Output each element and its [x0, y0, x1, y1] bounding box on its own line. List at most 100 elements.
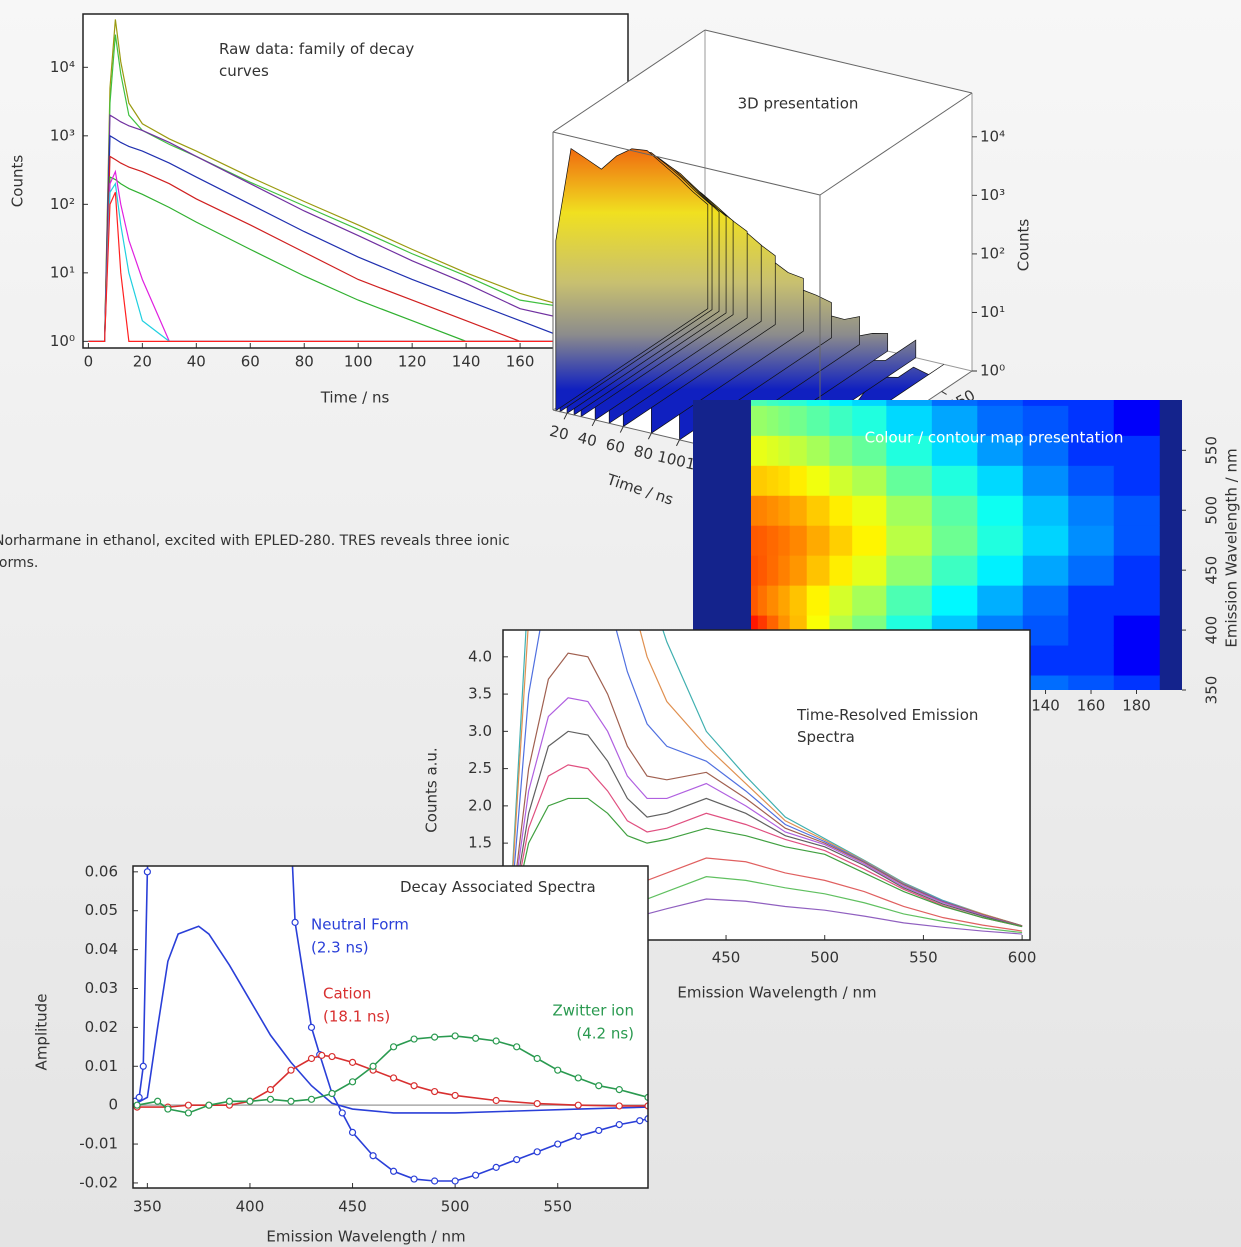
y-tick-label: 0.02	[85, 1018, 118, 1036]
y-tick-label: 10¹	[50, 263, 75, 281]
x-tick-label: 0	[84, 353, 94, 371]
heat-cell	[931, 435, 978, 466]
heat-cell	[757, 465, 768, 496]
heat-cell	[977, 465, 1024, 496]
heat-cell	[977, 555, 1024, 586]
heat-cell	[886, 555, 933, 586]
box-edge	[704, 29, 973, 94]
chart-title-box: Raw data: family of decay curves	[219, 40, 414, 80]
x-tick-label: 120	[398, 353, 427, 371]
heat-cell	[829, 555, 853, 586]
heat-cell	[886, 525, 933, 556]
data-point	[133, 1101, 141, 1109]
heat-cell	[1068, 435, 1115, 466]
heat-cell	[931, 465, 978, 496]
data-point	[287, 1066, 295, 1074]
data-point	[554, 1066, 562, 1074]
series-line	[508, 730, 1023, 933]
x-tick	[591, 419, 596, 427]
heat-cell	[1068, 585, 1115, 616]
data-point	[369, 1062, 377, 1070]
heat-cell	[1022, 405, 1069, 436]
data-point	[533, 1148, 541, 1156]
z-tick-label: 10⁰	[980, 362, 1005, 380]
data-point	[492, 1096, 500, 1105]
heat-cell	[789, 400, 808, 406]
data-point	[225, 1097, 234, 1105]
y-tick-label: 2.0	[468, 796, 492, 814]
series-lifetime: (4.2 ns)	[576, 1025, 634, 1043]
heat-cell	[789, 405, 808, 436]
heat-cell	[766, 495, 779, 526]
heat-cell	[778, 555, 791, 586]
heat-cell	[778, 435, 791, 466]
data-point	[148, 752, 154, 758]
line-chart: 350 400 450 500 550 -0.02 -0.01 0 0.01 0.02 0.03 0.…	[33, 752, 649, 1246]
x-tick-label: 600	[1008, 949, 1037, 967]
heat-cell	[1068, 675, 1115, 690]
heat-cell	[931, 525, 978, 556]
y-tick-label: 3.5	[468, 685, 492, 703]
series-label: Cation	[323, 985, 371, 1003]
heat-cell	[750, 585, 759, 616]
y-axis-label: Counts a.u.	[423, 747, 441, 832]
heat-cell	[750, 495, 759, 526]
x-tick-label: 80	[295, 353, 314, 371]
heat-cell	[1022, 495, 1069, 526]
heat-cell	[757, 400, 768, 406]
heat-cell	[931, 585, 978, 616]
z-tick-label: 10²	[980, 244, 1005, 262]
data-point	[369, 1152, 377, 1160]
heat-cell	[1022, 675, 1069, 690]
data-point	[451, 1091, 459, 1100]
heat-cell	[750, 555, 759, 586]
box-edge	[552, 29, 706, 133]
x-tick-label: 160	[1077, 697, 1106, 715]
heat-cell	[757, 435, 768, 466]
heat-cell	[806, 555, 830, 586]
data-point	[410, 1082, 418, 1090]
heat-cell	[789, 585, 808, 616]
series-line	[508, 630, 1023, 933]
box-edge	[552, 131, 821, 196]
plot-frame	[502, 629, 1031, 941]
heat-cell	[750, 400, 759, 406]
heat-cell	[1068, 525, 1115, 556]
data-point	[410, 1035, 418, 1043]
box-edge	[819, 92, 973, 196]
x-tick-label: 100	[344, 353, 373, 371]
data-point	[431, 1177, 439, 1185]
heat-cell	[1113, 675, 1160, 690]
heat-cell	[1022, 555, 1069, 586]
heat-cell	[1113, 465, 1160, 496]
data-point	[348, 1058, 357, 1066]
x-tick-label: 500	[810, 949, 839, 967]
heat-cell	[977, 435, 1024, 466]
data-point	[574, 1101, 582, 1109]
plot-background	[83, 14, 628, 348]
heat-cell	[1068, 615, 1115, 646]
x-tick-label: 140	[1031, 697, 1060, 715]
x-tick-label: 80	[632, 442, 655, 464]
heat-cell	[829, 525, 853, 556]
y-tick-label: 450	[1203, 556, 1221, 585]
x-tick	[563, 413, 568, 420]
y-tick-label: 0.01	[85, 1057, 118, 1075]
y-tick-label: 10⁰	[50, 332, 75, 350]
heat-cell	[766, 525, 779, 556]
x-tick	[647, 432, 652, 440]
caption-box: Norharmane in ethanol, excited with EPLE…	[0, 533, 510, 571]
y-axis-label: Emission Wavelength / nm	[1223, 448, 1241, 647]
heat-cell	[789, 525, 808, 556]
heat-cell	[886, 405, 933, 436]
series-line	[88, 192, 628, 342]
data-point	[431, 1033, 439, 1041]
heat-cell	[886, 435, 933, 466]
series-line	[133, 925, 648, 1114]
data-point	[291, 918, 299, 926]
heat-cell	[852, 400, 887, 406]
chart-title: Time-Resolved Emission Spectra	[797, 706, 979, 746]
heat-cell	[789, 555, 808, 586]
y-tick-label: 1.5	[468, 834, 492, 852]
y-tick-label: 400	[1203, 616, 1221, 645]
